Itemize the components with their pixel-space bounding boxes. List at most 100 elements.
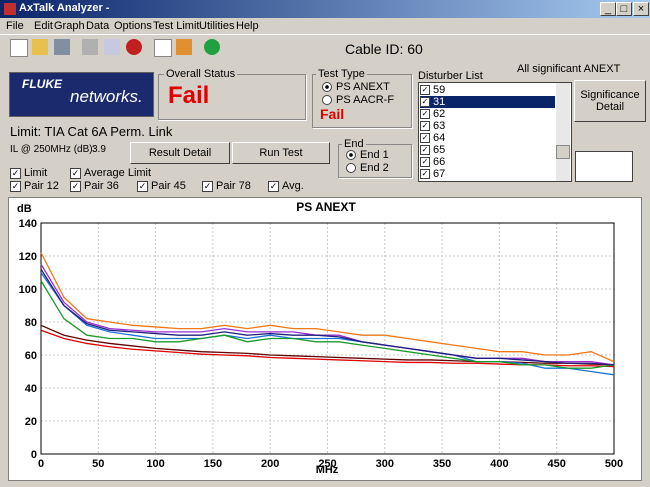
x-tick-label: 250 (318, 458, 336, 470)
series-line (40, 324, 615, 366)
pdf-icon[interactable] (126, 39, 142, 55)
y-tick-label: 120 (19, 251, 37, 263)
list-row[interactable]: ✓ 62 (420, 108, 555, 120)
radio-ps-aacrf[interactable]: PS AACR-F (322, 94, 394, 106)
list-row[interactable]: ✓ 65 (420, 144, 555, 156)
new-icon[interactable] (10, 39, 28, 57)
checkbox: ✓ (420, 85, 430, 96)
series-checkbox[interactable]: ✓ Pair 45 (137, 180, 186, 192)
il-label: IL @ 250MHz (dB): (10, 144, 96, 155)
x-tick-label: 450 (548, 458, 566, 470)
title-bar (0, 0, 650, 18)
checkbox-label: Avg. (282, 180, 304, 192)
checkbox: ✓ (420, 133, 430, 144)
disturber-list-label: Disturber List (418, 70, 483, 82)
series-checkbox[interactable]: ✓ Avg. (268, 180, 304, 192)
close[interactable]: × (633, 2, 649, 16)
checkbox: ✓ (420, 157, 430, 168)
list-row[interactable]: ✓ 64 (420, 132, 555, 144)
run-test-button[interactable]: Run Test (232, 142, 330, 164)
result-detail-button[interactable]: Result Detail (130, 142, 230, 164)
minimize[interactable]: _ (600, 2, 616, 16)
maximize[interactable]: □ (616, 2, 632, 16)
scroll-thumb[interactable] (556, 145, 570, 159)
go-icon[interactable] (204, 39, 220, 55)
menu-item[interactable]: Utilities (199, 20, 235, 32)
significance-detail-button[interactable]: Significance Detail (574, 80, 646, 122)
cable-id: Cable ID: 60 (345, 41, 423, 57)
logo-line2: networks. (70, 87, 143, 106)
menu-item[interactable]: Data (86, 20, 110, 32)
x-tick-label: 500 (605, 458, 623, 470)
checkbox-label: Pair 36 (84, 180, 119, 192)
open-icon[interactable] (32, 39, 48, 55)
series-checkbox[interactable]: ✓ Limit (10, 167, 47, 179)
radio-end1[interactable]: End 1 (346, 149, 389, 161)
radio-ps-anext[interactable]: PS ANEXT (322, 81, 390, 93)
overall-status-value: Fail (168, 82, 210, 109)
list-item: 66 (433, 156, 446, 168)
checkbox: ✓ (202, 180, 213, 192)
menu-item[interactable]: Test Limit (153, 20, 200, 32)
checkbox-label: Limit (24, 167, 48, 179)
checkbox: ✓ (10, 167, 21, 179)
x-tick-label: 150 (204, 458, 222, 470)
disturber-note: All significant ANEXT (517, 63, 621, 75)
test-type-label: Test Type (316, 68, 367, 80)
series-checkbox[interactable]: ✓ Pair 36 (70, 180, 119, 192)
menu-item[interactable]: File (6, 20, 24, 32)
y-tick-label: 140 (19, 218, 37, 230)
separator (0, 34, 650, 35)
chart-icon[interactable] (176, 39, 192, 55)
list-item: 59 (433, 84, 446, 96)
y-tick-label: 0 (31, 449, 37, 461)
y-tick-label: 40 (25, 383, 37, 395)
y-axis-label: dB (17, 203, 32, 215)
scrollbar[interactable] (556, 83, 570, 181)
list-item: 67 (433, 168, 446, 180)
x-tick-label: 50 (92, 458, 104, 470)
checkbox: ✓ (268, 180, 279, 192)
chart-panel: PS ANEXT dB MHz 0 20 40 60 80 100 120 140 0 50 100… (8, 197, 642, 481)
checkbox-label: Pair 12 (24, 180, 59, 192)
menu-item[interactable]: Help (236, 20, 259, 32)
checkbox: ✓ (70, 180, 81, 192)
menu-item[interactable]: Edit (34, 20, 53, 32)
x-tick-label: 0 (38, 458, 44, 470)
list-item: 62 (433, 108, 446, 120)
checkbox: ✓ (420, 145, 430, 156)
series-checkbox[interactable]: ✓ Pair 12 (10, 180, 59, 192)
preview-icon[interactable] (104, 39, 120, 55)
x-tick-label: 300 (376, 458, 394, 470)
checkbox-label: Average Limit (84, 167, 152, 179)
x-tick-label: 400 (490, 458, 508, 470)
list-item: 63 (433, 120, 446, 132)
checkbox-label: Pair 45 (151, 180, 186, 192)
series-line (40, 280, 615, 369)
logo: FLUKE networks. (9, 72, 154, 117)
list-row[interactable]: ✓ 31 (420, 96, 555, 108)
list-row[interactable]: ✓ 63 (420, 120, 555, 132)
checkbox-label: Pair 78 (216, 180, 251, 192)
list-row[interactable]: ✓ 67 (420, 168, 555, 180)
save-icon[interactable] (54, 39, 70, 55)
menu-item[interactable]: Options (114, 20, 152, 32)
chart-title: PS ANEXT (296, 200, 356, 214)
window-title: AxTalk Analyzer - (19, 2, 110, 14)
report-icon[interactable] (154, 39, 172, 57)
disturber-list[interactable]: ✓ 59 ✓ 31 ✓ 62 ✓ 63 ✓ 64 ✓ 65 ✓ 66 ✓ 67 (418, 82, 572, 182)
radio-label: PS AACR-F (336, 94, 395, 106)
series-checkbox[interactable]: ✓ Average Limit (70, 167, 151, 179)
list-item: 64 (433, 132, 446, 144)
checkbox: ✓ (420, 97, 430, 108)
end-label: End (342, 138, 366, 150)
x-tick-label: 350 (433, 458, 451, 470)
radio-end2[interactable]: End 2 (346, 162, 389, 174)
list-row[interactable]: ✓ 59 (420, 84, 555, 96)
menu-item[interactable]: Graph (54, 20, 85, 32)
print-icon[interactable] (82, 39, 98, 55)
series-checkbox[interactable]: ✓ Pair 78 (202, 180, 251, 192)
list-item: 65 (433, 144, 446, 156)
list-row[interactable]: ✓ 66 (420, 156, 555, 168)
